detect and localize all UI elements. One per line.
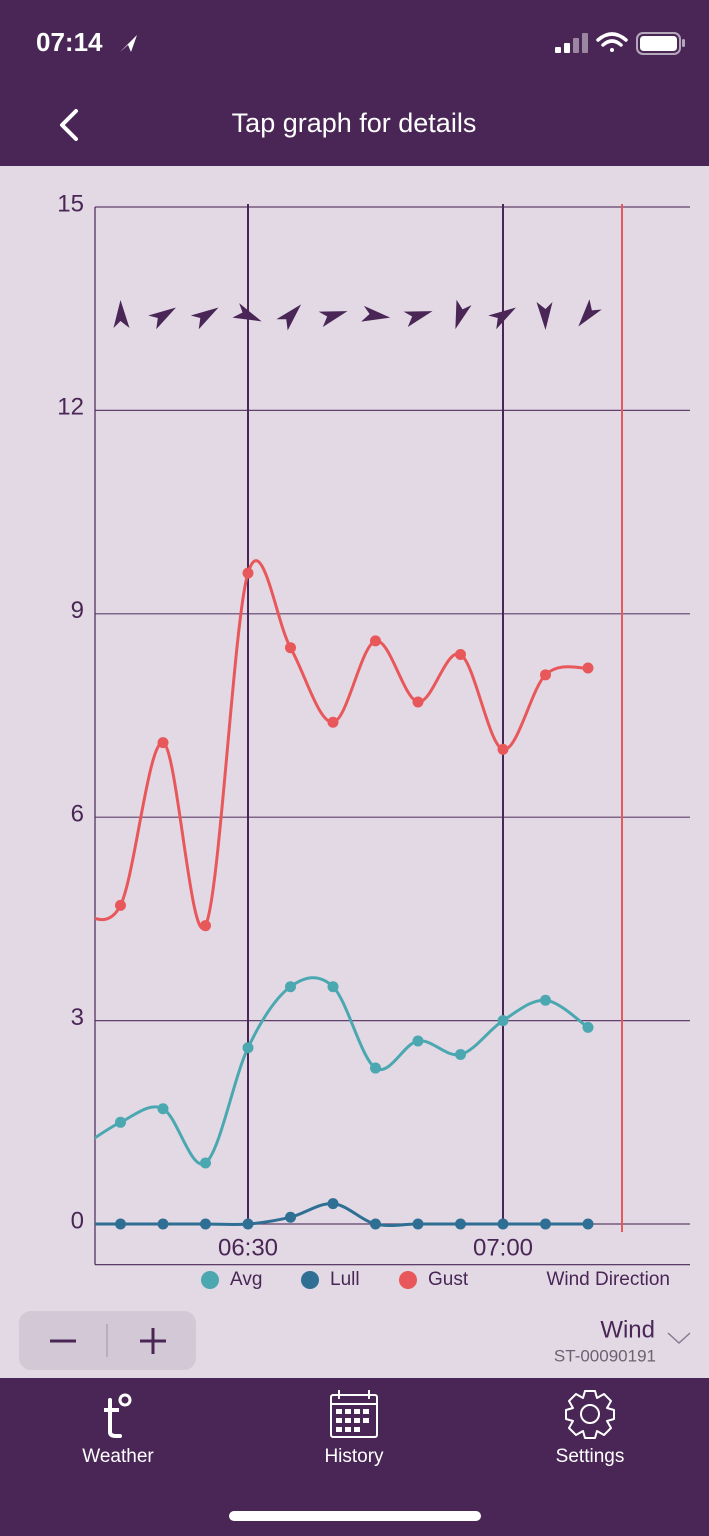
data-point	[157, 737, 169, 749]
legend-marker	[301, 1271, 319, 1289]
y-tick-label: 9	[71, 597, 84, 624]
back-button[interactable]	[60, 109, 78, 141]
data-point	[242, 1218, 254, 1230]
weather-icon[interactable]	[104, 1393, 132, 1438]
wifi-icon	[596, 32, 628, 52]
data-point	[582, 1021, 594, 1033]
data-point	[540, 669, 551, 681]
wind-direction-arrow	[232, 303, 262, 322]
data-point	[200, 1157, 211, 1169]
wind-direction-arrow	[361, 305, 391, 322]
location-icon	[120, 35, 137, 52]
legend-label: Gust	[428, 1269, 469, 1290]
wind-direction-arrow	[578, 299, 602, 327]
y-tick-label: 12	[57, 394, 84, 421]
status-time: 07:14	[36, 27, 103, 57]
data-point	[327, 981, 339, 993]
data-point	[157, 1103, 169, 1115]
tab-label[interactable]: Weather	[82, 1446, 154, 1467]
data-point	[497, 1015, 509, 1027]
wind-direction-arrow	[455, 299, 472, 330]
data-point	[242, 567, 254, 579]
y-tick-label: 0	[71, 1207, 84, 1234]
legend-marker	[201, 1271, 219, 1289]
zoom-in[interactable]	[140, 1328, 166, 1354]
data-point	[242, 1042, 254, 1054]
data-point	[455, 1049, 466, 1060]
chart-area[interactable]	[0, 166, 709, 1378]
x-tick-label: 06:30	[218, 1234, 278, 1261]
data-point	[455, 1218, 466, 1230]
data-point	[285, 1211, 296, 1223]
legend-label: Wind Direction	[546, 1269, 670, 1290]
home-indicator	[229, 1511, 481, 1521]
header-title: Tap graph for details	[232, 108, 477, 138]
metric-selector[interactable]: Wind	[600, 1316, 655, 1343]
data-point	[370, 1062, 381, 1074]
data-point	[582, 1218, 594, 1230]
x-tick-label: 07:00	[473, 1234, 533, 1261]
data-point	[412, 1218, 424, 1230]
data-point	[455, 648, 466, 660]
zoom-control	[19, 1311, 196, 1370]
tab-label[interactable]: History	[324, 1446, 384, 1467]
dropdown-chevron[interactable]	[667, 1332, 691, 1345]
y-tick-label: 15	[57, 190, 84, 217]
plot[interactable]: 0 3 6 9 12 15 06:30 07:00 Avg Lull Gust Wind Direct…	[57, 190, 690, 1290]
wind-direction-arrow	[190, 307, 219, 330]
data-point	[412, 696, 424, 708]
legend-label: Avg	[230, 1269, 262, 1290]
data-point	[285, 981, 296, 993]
data-point	[540, 1218, 551, 1230]
data-point	[582, 662, 594, 674]
wind-direction-arrow	[488, 307, 516, 330]
data-point	[115, 899, 126, 911]
data-point	[370, 635, 381, 647]
data-point	[285, 642, 296, 654]
data-point	[497, 743, 509, 755]
device-id: ST-00090191	[554, 1346, 656, 1365]
data-point	[115, 1218, 126, 1230]
data-point	[115, 1116, 126, 1128]
signal-icon	[555, 33, 588, 53]
wind-direction-arrow	[536, 302, 553, 330]
data-point	[540, 994, 551, 1006]
legend-label: Lull	[330, 1269, 360, 1290]
settings-icon[interactable]	[565, 1390, 615, 1439]
data-point	[412, 1035, 424, 1047]
data-point	[370, 1218, 381, 1230]
data-point	[497, 1218, 509, 1230]
top-bar	[0, 0, 709, 166]
tab-label[interactable]: Settings	[556, 1446, 625, 1467]
battery-icon	[636, 32, 685, 55]
wind-direction-arrow	[113, 300, 130, 328]
data-point	[200, 920, 211, 932]
wind-direction-arrow	[318, 311, 348, 328]
history-icon[interactable]	[330, 1390, 378, 1438]
series-area	[95, 299, 602, 1230]
data-point	[327, 1198, 339, 1210]
wind-direction-arrow	[276, 304, 302, 331]
wind-direction-arrow	[148, 307, 176, 330]
y-tick-label: 6	[71, 801, 84, 828]
data-point	[200, 1218, 211, 1230]
legend-marker	[399, 1271, 417, 1289]
wind-direction-arrow	[403, 311, 433, 328]
data-point	[157, 1218, 169, 1230]
y-tick-label: 3	[71, 1004, 84, 1031]
data-point	[327, 716, 339, 728]
